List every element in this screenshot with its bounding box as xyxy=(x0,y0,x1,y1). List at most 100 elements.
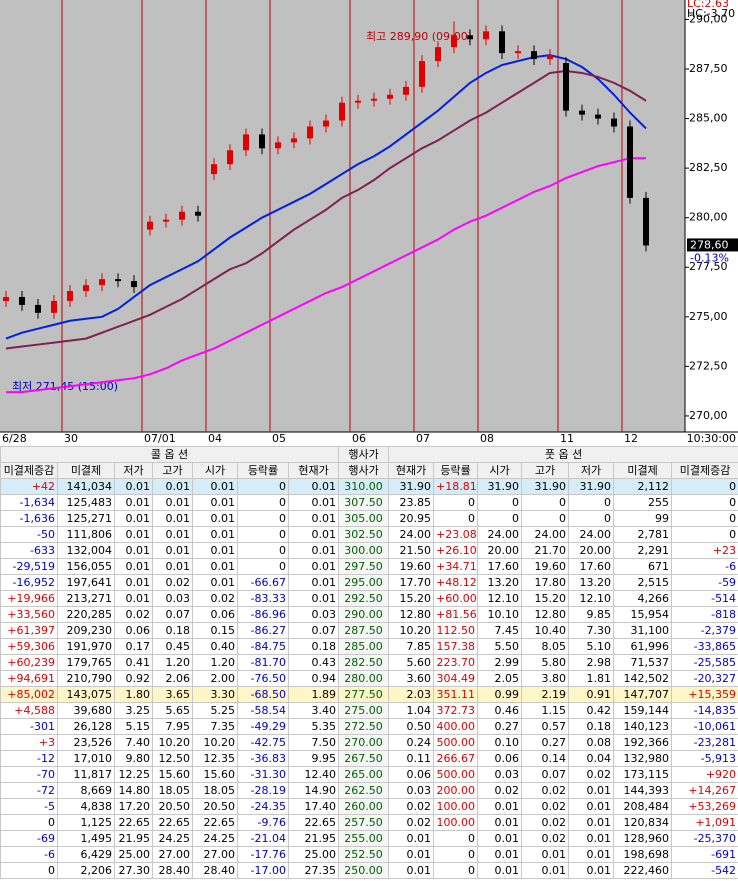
table-cell: 0 xyxy=(433,510,479,527)
table-cell: 0.01 xyxy=(192,526,238,543)
table-cell: -66.67 xyxy=(237,574,289,591)
table-cell: 0.02 xyxy=(521,798,570,815)
lc-label: LC:2.63 xyxy=(687,0,729,10)
table-cell: 0.01 xyxy=(152,526,193,543)
table-cell: 17.20 xyxy=(114,798,153,815)
table-cell: 10.20 xyxy=(388,622,435,639)
table-cell: -76.50 xyxy=(237,670,289,687)
column-header-cell: 저가 xyxy=(568,462,615,479)
table-cell: -68.50 xyxy=(237,686,289,703)
candle-body xyxy=(243,134,249,151)
table-row: +33,560 220,285 0.02 0.07 0.06 -86.96 0.03 290.… xyxy=(0,606,738,623)
table-cell: 0.01 xyxy=(287,558,340,575)
last-price-label: 278,60 xyxy=(690,238,729,251)
table-cell: 23,526 xyxy=(57,734,115,751)
table-row: -6 6,429 25.00 27.00 27.00 -17.76 25.00 252.50 0… xyxy=(0,846,738,863)
table-cell: -86.96 xyxy=(237,606,289,623)
table-cell: 0.01 xyxy=(477,814,523,831)
table-cell: 0.02 xyxy=(477,782,523,799)
table-cell: 12.25 xyxy=(114,766,153,783)
table-cell: 0.01 xyxy=(568,830,615,847)
table-cell: +14,267 xyxy=(671,782,738,799)
table-cell: 0.01 xyxy=(388,862,435,879)
table-cell: -36.83 xyxy=(237,750,289,767)
table-cell: 0.02 xyxy=(388,798,435,815)
table-cell: 0.10 xyxy=(477,734,523,751)
table-row: -69 1,495 21.95 24.25 24.25 -21.04 21.95 255.00… xyxy=(0,830,738,847)
column-header-cell: 고가 xyxy=(521,462,570,479)
table-cell: 20.50 xyxy=(192,798,238,815)
table-cell: 26,128 xyxy=(57,718,115,735)
table-cell: 13.20 xyxy=(568,574,615,591)
table-row: -1,634 125,483 0.01 0.01 0.01 0 0.01 307.50 23.8… xyxy=(0,494,738,511)
table-row: -5 4,838 17.20 20.50 20.50 -24.35 17.40 260.00 0… xyxy=(0,798,738,815)
table-cell: -59 xyxy=(671,574,738,591)
table-cell: 0.02 xyxy=(388,814,435,831)
table-cell: 277.50 xyxy=(338,686,390,703)
table-cell: 2,291 xyxy=(613,542,673,559)
candle-body xyxy=(643,197,649,246)
table-cell: 14.80 xyxy=(114,782,153,799)
table-cell: 270.00 xyxy=(338,734,390,751)
table-cell: -5,913 xyxy=(671,750,738,767)
table-cell: 285.00 xyxy=(338,638,390,655)
table-cell: +94,691 xyxy=(0,670,58,687)
table-cell: 0 xyxy=(237,542,289,559)
table-cell: 0 xyxy=(477,494,523,511)
table-cell: 0 xyxy=(671,526,738,543)
table-cell: 15,954 xyxy=(613,606,673,623)
table-cell: -14,835 xyxy=(671,702,738,719)
table-cell: 260.00 xyxy=(338,798,390,815)
table-cell: 0.18 xyxy=(287,638,340,655)
group-header-cell: 행사가 xyxy=(338,446,390,463)
table-cell: 400.00 xyxy=(433,718,479,735)
table-cell: 5.10 xyxy=(568,638,615,655)
table-cell: 147,707 xyxy=(613,686,673,703)
candle-body xyxy=(131,281,137,288)
table-row: +19,966 213,271 0.01 0.03 0.02 -83.33 0.01 292.… xyxy=(0,590,738,607)
table-cell: 1,125 xyxy=(57,814,115,831)
table-cell: 17.40 xyxy=(287,798,340,815)
table-cell: 2.06 xyxy=(152,670,193,687)
table-cell: 266.67 xyxy=(433,750,479,767)
table-cell: 0.01 xyxy=(388,830,435,847)
table-cell: 22.65 xyxy=(152,814,193,831)
table-cell: 141,034 xyxy=(57,478,115,495)
table-cell: 0 xyxy=(237,494,289,511)
table-cell: 671 xyxy=(613,558,673,575)
plot-area xyxy=(0,0,685,432)
table-cell: 17.60 xyxy=(477,558,523,575)
table-cell: 5.80 xyxy=(521,654,570,671)
table-cell: -6 xyxy=(671,558,738,575)
table-cell: 210,790 xyxy=(57,670,115,687)
table-cell: 0.06 xyxy=(192,606,238,623)
table-cell: 0.01 xyxy=(192,510,238,527)
table-cell: +59,306 xyxy=(0,638,58,655)
table-cell: 0.01 xyxy=(388,846,435,863)
table-cell: -81.70 xyxy=(237,654,289,671)
table-cell: 200.00 xyxy=(433,782,479,799)
table-cell: 209,230 xyxy=(57,622,115,639)
table-cell: -29,519 xyxy=(0,558,58,575)
table-cell: 17,010 xyxy=(57,750,115,767)
table-cell: 21.95 xyxy=(287,830,340,847)
table-cell: +85,002 xyxy=(0,686,58,703)
table-cell: 25.00 xyxy=(287,846,340,863)
table-cell: 100.00 xyxy=(433,798,479,815)
table-cell: 0.01 xyxy=(568,814,615,831)
table-cell: -23,281 xyxy=(671,734,738,751)
table-cell: 142,502 xyxy=(613,670,673,687)
table-cell: +23 xyxy=(671,542,738,559)
table-cell: 0.01 xyxy=(114,478,153,495)
change-label: -0.13% xyxy=(690,251,729,264)
table-cell: 7.85 xyxy=(388,638,435,655)
table-cell: -20,327 xyxy=(671,670,738,687)
table-cell: 0.91 xyxy=(568,686,615,703)
table-cell: 290.00 xyxy=(338,606,390,623)
table-cell: +19,966 xyxy=(0,590,58,607)
table-cell: -2,379 xyxy=(671,622,738,639)
table-cell: 28.40 xyxy=(192,862,238,879)
table-cell: 1.15 xyxy=(521,702,570,719)
table-cell: 275.00 xyxy=(338,702,390,719)
